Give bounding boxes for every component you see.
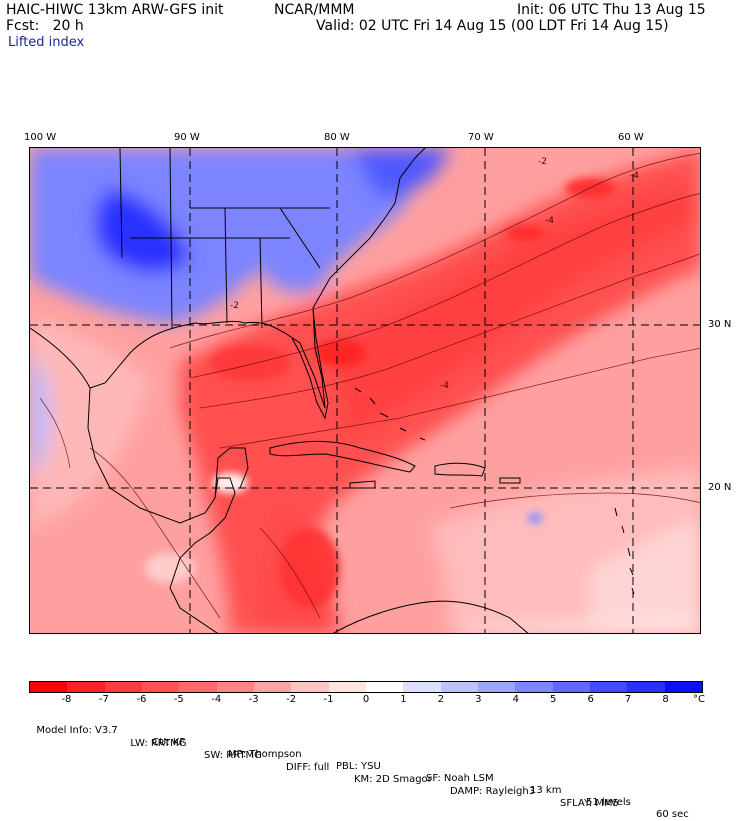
model-info-timestep: 60 sec	[656, 809, 689, 820]
colorbar-tick-label: 4	[512, 694, 519, 705]
colorbar-segment	[403, 682, 441, 692]
lon-label-70w: 70 W	[468, 132, 494, 143]
colorbar-tick-label: 5	[550, 694, 557, 705]
colorbar-segment	[589, 682, 628, 692]
colorbar-tick-label: 7	[624, 694, 632, 705]
model-info-pbl: PBL: YSU	[336, 761, 381, 772]
model-info-line2: LW: RRTMG SW: RRTMG DIFF: full KM: 2D Sm…	[124, 726, 619, 810]
colorbar-tick-label: 2	[437, 694, 445, 705]
lon-label-100w: 100 W	[24, 132, 57, 143]
colorbar-tick-label: -8	[61, 694, 72, 705]
model-info-version: Model Info: V3.7	[36, 725, 118, 736]
model-info-sflay: SFLAY: MM5	[560, 798, 619, 809]
colorbar-segment	[328, 682, 366, 692]
model-info-line1: Model Info: V3.7 CU: KF MP: Thompson PBL…	[30, 713, 688, 821]
colorbar-segment	[627, 682, 665, 692]
lon-label-60w: 60 W	[618, 132, 644, 143]
field-name: Lifted index	[8, 35, 85, 50]
lifted-index-map: -2 -4 -4 -4 -2	[29, 147, 701, 634]
contour-label: -4	[630, 171, 639, 181]
contour-label: -2	[230, 301, 239, 311]
init-time: Init: 06 UTC Thu 13 Aug 15	[517, 2, 706, 18]
colorbar-segment	[515, 682, 553, 692]
colorbar-segment	[141, 682, 180, 692]
colorbar-unit: °C	[693, 694, 705, 705]
colorbar-segment	[552, 682, 590, 692]
colorbar-tick-label: -7	[98, 694, 109, 705]
colorbar-tick-label: 8	[662, 694, 669, 705]
colorbar	[29, 681, 703, 693]
contour-label-group: -2 -4 -4 -4 -2	[230, 157, 639, 391]
colorbar-tick-label: 6	[587, 694, 594, 705]
lon-label-90w: 90 W	[174, 132, 200, 143]
colorbar-tick-label: -1	[323, 694, 334, 705]
colorbar-segment	[291, 682, 329, 692]
forecast-hour: Fcst: 20 h	[6, 18, 84, 34]
colorbar-segment	[253, 682, 292, 692]
colorbar-segment	[477, 682, 516, 692]
colorbar-tick-label: 1	[400, 694, 407, 705]
model-info-sw: SW: RRTMG	[204, 750, 262, 761]
colorbar-tick-label: -3	[248, 694, 259, 705]
model-title: HAIC-HIWC 13km ARW-GFS init	[6, 2, 224, 18]
colorbar-segment	[440, 682, 478, 692]
colorbar-segment	[365, 682, 404, 692]
colorbar-segment	[664, 682, 702, 692]
agency-label: NCAR/MMM	[274, 2, 355, 18]
model-info-sf: SF: Noah LSM	[426, 773, 494, 784]
lat-lon-grid	[30, 148, 700, 633]
colorbar-tick-label: -2	[286, 694, 297, 705]
model-info-damp: DAMP: Rayleigh3	[450, 786, 536, 797]
colorbar-segment	[216, 682, 254, 692]
contour-label: -4	[440, 381, 449, 391]
map-canvas: -2 -4 -4 -4 -2	[30, 148, 700, 633]
lon-label-80w: 80 W	[324, 132, 350, 143]
model-info-km: KM: 2D Smagor	[354, 774, 432, 785]
colorbar-tick-label: 0	[362, 694, 370, 705]
colorbar-tick-label: 3	[475, 694, 482, 705]
model-info-diff: DIFF: full	[286, 762, 330, 773]
colorbar-segment	[104, 682, 142, 692]
contour-label: -2	[538, 157, 547, 167]
colorbar-segment	[30, 682, 68, 692]
coastlines	[30, 148, 635, 633]
colorbar-tick-label: -6	[136, 694, 147, 705]
colorbar-segment	[179, 682, 217, 692]
valid-time: Valid: 02 UTC Fri 14 Aug 15 (00 LDT Fri …	[316, 18, 669, 34]
lat-label-30n: 30 N	[708, 319, 732, 330]
lat-label-20n: 20 N	[708, 482, 732, 493]
colorbar-segment	[67, 682, 105, 692]
colorbar-tick-label: -5	[173, 694, 184, 705]
contour-label: -4	[545, 216, 554, 226]
colorbar-tick-label: -4	[211, 694, 222, 705]
contours	[39, 152, 700, 619]
